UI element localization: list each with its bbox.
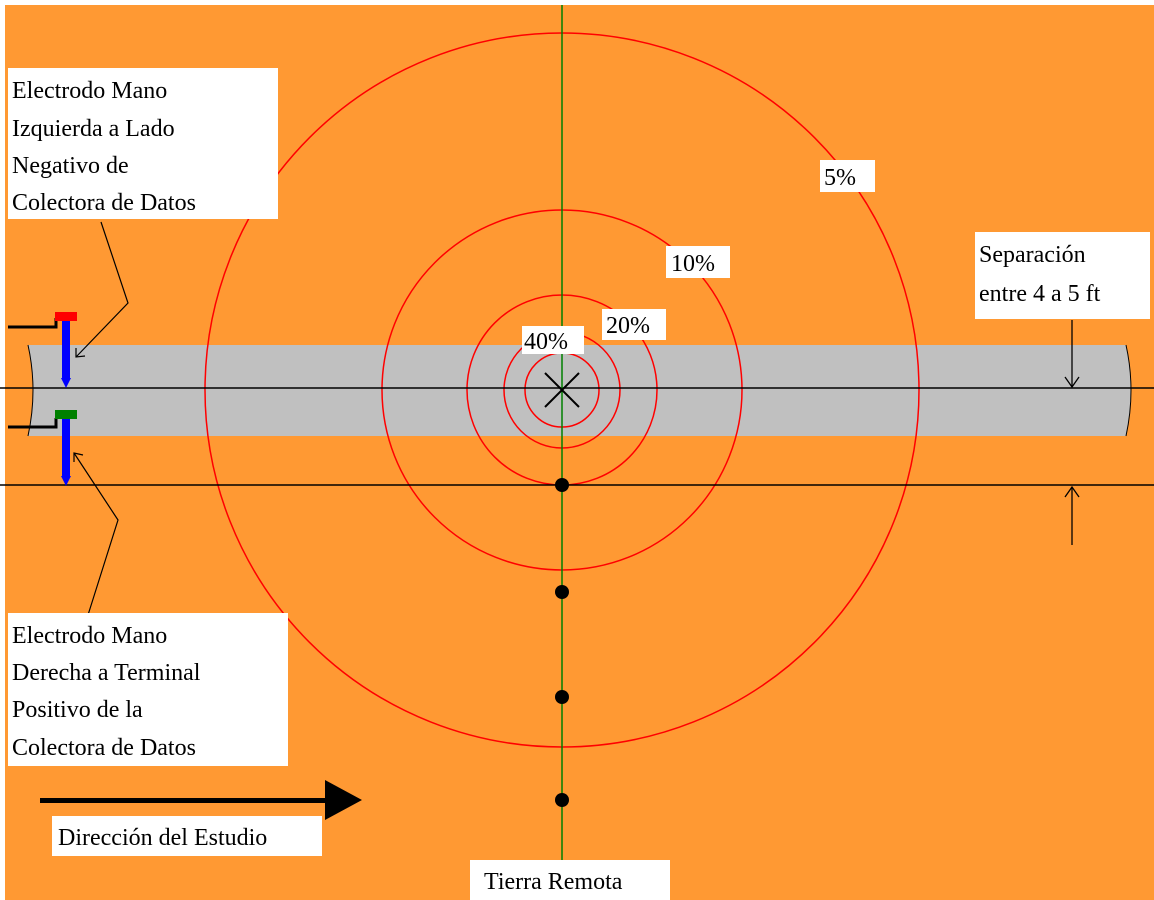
- spacing-line-2: entre 4 a 5 ft: [979, 281, 1101, 307]
- remote-earth-label-box: [470, 860, 670, 900]
- ring-label-5-box: [820, 160, 875, 192]
- direction-label-box: [52, 816, 322, 856]
- positive-electrode-cap: [55, 410, 77, 419]
- right-label-pointer: [73, 452, 119, 616]
- svg-text:Tierra Remota: Tierra Remota: [484, 869, 623, 895]
- right-electrode-line-1: Electrodo Mano: [12, 623, 167, 649]
- remote-earth-label: Tierra Remota: [470, 860, 670, 900]
- measurement-points: [555, 478, 569, 807]
- negative-electrode-tip: [61, 378, 71, 388]
- spacing-label-box: [975, 232, 1150, 319]
- ring-label-40-box: [522, 326, 584, 354]
- svg-text:Negativo de: Negativo de: [12, 153, 129, 179]
- svg-text:10%: 10%: [671, 251, 715, 277]
- right-electrode-label: Electrodo Mano Derecha a Terminal Positi…: [8, 613, 288, 766]
- right-electrode-line-3: Positivo de la: [12, 697, 143, 723]
- measurement-point: [555, 690, 569, 704]
- spacing-arrow-up-icon: [1064, 485, 1080, 545]
- negative-electrode-body: [62, 321, 70, 379]
- pipe-end-right: [1125, 344, 1132, 437]
- svg-text:entre 4 a 5 ft: entre 4 a 5 ft: [979, 281, 1101, 307]
- positive-electrode-tip: [61, 476, 71, 486]
- right-electrode-line-2: Derecha a Terminal: [12, 660, 201, 686]
- spacing-line-1: Separación: [979, 242, 1086, 268]
- ring-label-40-text: 40%: [524, 329, 568, 355]
- left-electrode-line-4: Colectora de Datos: [12, 190, 196, 216]
- svg-text:5%: 5%: [824, 165, 856, 191]
- right-electrode-line-4: Colectora de Datos: [12, 735, 196, 761]
- spacing-label: Separación entre 4 a 5 ft: [975, 232, 1150, 319]
- positive-wire: [8, 418, 58, 429]
- svg-text:Electrodo Mano: Electrodo Mano: [12, 623, 167, 649]
- ring-label-5-text: 5%: [824, 165, 856, 191]
- ring-label-5: 5%: [820, 160, 875, 192]
- ring-label-20: 20%: [602, 309, 666, 340]
- left-label-arrowhead: [75, 348, 86, 358]
- left-label-pointer: [75, 221, 129, 358]
- measurement-point: [555, 793, 569, 807]
- svg-text:Derecha a Terminal: Derecha a Terminal: [12, 660, 201, 686]
- ring-label-20-box: [602, 309, 666, 340]
- direction-arrow-icon: [40, 780, 362, 820]
- negative-electrode: [55, 312, 77, 388]
- measurement-point: [555, 478, 569, 492]
- ring-label-40: 40%: [522, 326, 584, 355]
- ring-label-10-text: 10%: [671, 251, 715, 277]
- positive-electrode: [55, 410, 77, 486]
- right-label-arrowhead: [73, 452, 84, 462]
- measurement-point: [555, 585, 569, 599]
- ring-label-10: 10%: [666, 246, 730, 278]
- left-electrode-line-2: Izquierda a Lado: [12, 116, 175, 142]
- svg-text:40%: 40%: [524, 329, 568, 355]
- svg-text:Dirección del Estudio: Dirección del Estudio: [58, 825, 267, 851]
- svg-text:Separación: Separación: [979, 242, 1086, 268]
- direction-label: Dirección del Estudio: [52, 816, 322, 856]
- pipe-band: [28, 345, 1131, 436]
- svg-text:20%: 20%: [606, 313, 650, 339]
- svg-text:Electrodo Mano: Electrodo Mano: [12, 78, 167, 104]
- right-electrode-label-box: [8, 613, 288, 766]
- ring-label-10-box: [666, 246, 730, 278]
- spacing-arrow-down-icon: [1064, 320, 1080, 389]
- svg-text:Izquierda a Lado: Izquierda a Lado: [12, 116, 175, 142]
- negative-electrode-cap: [55, 312, 77, 321]
- left-electrode-line-3: Negativo de: [12, 153, 129, 179]
- left-electrode-label-box: [8, 68, 278, 219]
- ring-label-20-text: 20%: [606, 313, 650, 339]
- left-electrode-line-1: Electrodo Mano: [12, 78, 167, 104]
- direction-text: Dirección del Estudio: [58, 825, 267, 851]
- remote-earth-text: Tierra Remota: [484, 869, 623, 895]
- svg-text:Positivo de la: Positivo de la: [12, 697, 143, 723]
- svg-text:Colectora de Datos: Colectora de Datos: [12, 190, 196, 216]
- positive-electrode-body: [62, 419, 70, 477]
- svg-text:Colectora de Datos: Colectora de Datos: [12, 735, 196, 761]
- center-x-icon: [544, 372, 580, 408]
- left-electrode-label: Electrodo Mano Izquierda a Lado Negativo…: [8, 68, 278, 219]
